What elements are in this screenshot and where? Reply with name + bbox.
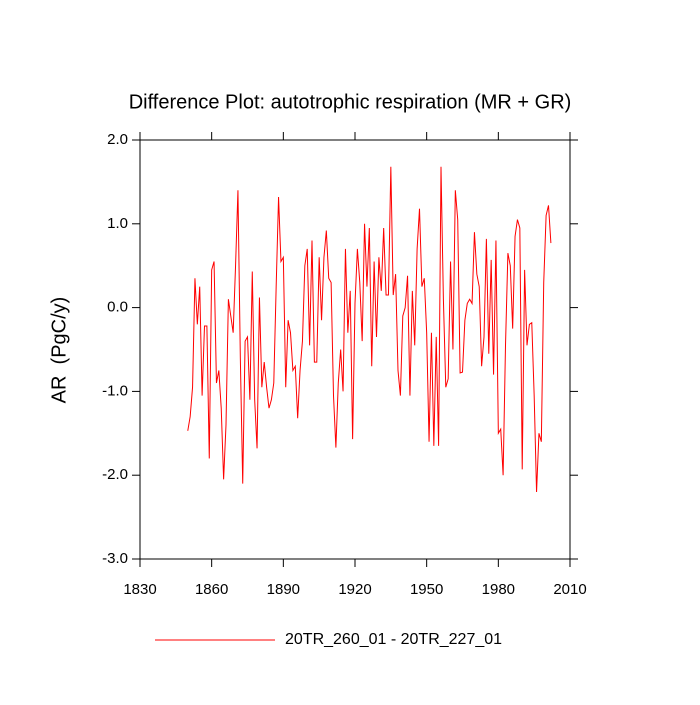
y-tick-label: -3.0 bbox=[102, 550, 128, 567]
legend-label: 20TR_260_01 - 20TR_227_01 bbox=[285, 631, 502, 648]
x-tick-label: 2010 bbox=[553, 581, 586, 598]
y-tick-label: -1.0 bbox=[102, 382, 128, 399]
y-tick-label: 2.0 bbox=[107, 131, 128, 148]
chart-title: Difference Plot: autotrophic respiration… bbox=[129, 91, 572, 113]
y-axis-label: AR (PgC/y) bbox=[48, 297, 70, 404]
y-tick-label: 1.0 bbox=[107, 215, 128, 232]
y-tick-label: 0.0 bbox=[107, 299, 128, 316]
x-tick-label: 1950 bbox=[410, 581, 443, 598]
data-line bbox=[187, 166, 552, 492]
x-tick-label: 1920 bbox=[338, 581, 371, 598]
x-tick-label: 1890 bbox=[267, 581, 300, 598]
x-tick-label: 1980 bbox=[482, 581, 515, 598]
x-tick-label: 1830 bbox=[123, 581, 156, 598]
x-tick-label: 1860 bbox=[195, 581, 228, 598]
y-tick-label: -2.0 bbox=[102, 466, 128, 483]
